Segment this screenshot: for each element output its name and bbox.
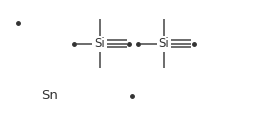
- Text: Si: Si: [159, 37, 169, 50]
- Text: Sn: Sn: [41, 89, 58, 102]
- Text: Si: Si: [94, 37, 105, 50]
